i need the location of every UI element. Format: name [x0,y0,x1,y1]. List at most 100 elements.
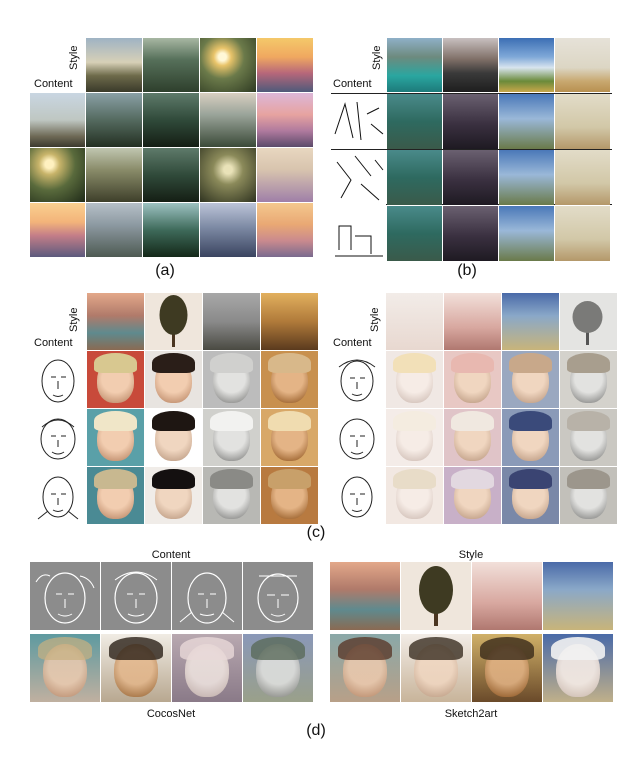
panel-d-sketch2art-result [472,634,542,702]
panel-c-result-image [87,409,144,466]
panel-c-style-image [502,293,559,350]
panel-b-result-image [443,94,498,149]
style-label-b: Style [371,45,383,70]
panel-c-left-style-row [87,293,318,350]
panel-a-result-image [143,148,199,202]
panel-a-result-image [86,203,142,257]
panel-a-result-image [200,203,256,257]
panel-d-content-row [30,562,313,630]
panel-a-content-image [30,203,85,257]
panel-a-result-image [257,148,313,202]
panel-c-result-image [502,467,559,524]
panel-b-style-image [499,38,554,92]
panel-d-cocosnet-result [243,634,313,702]
caption-a: (a) [155,262,175,279]
panel-c-right-result-grid [329,351,617,524]
panel-b-result-image [443,206,498,261]
panel-b-content-sketch [331,206,386,261]
panel-c-result-image [560,467,617,524]
panel-d-style-title: Style [458,549,484,561]
panel-b-result-image [499,150,554,205]
panel-c-result-image [145,351,202,408]
panel-b-style-image [555,38,610,92]
panel-b-result-image [387,206,442,261]
panel-d-cocosnet-result [172,634,242,702]
panel-c-style-image [560,293,617,350]
panel-c-result-image [87,351,144,408]
panel-c-result-image [203,409,260,466]
panel-a-content-image [30,148,85,202]
panel-b-result-image [499,206,554,261]
panel-c-style-image [261,293,318,350]
panel-c-result-image [560,351,617,408]
panel-d-content-edge [101,562,171,630]
panel-c-result-image [386,409,443,466]
panel-c-style-image [145,293,202,350]
panel-a-result-image [200,148,256,202]
panel-c-result-image [386,467,443,524]
panel-b-result-image [555,206,610,261]
panel-c-result-image [203,351,260,408]
panel-a-style-image [86,38,142,92]
panel-b-result-image [555,150,610,205]
panel-d-cocosnet-row [30,634,313,702]
panel-d-method-right: Sketch2art [444,708,498,720]
panel-c-result-image [444,351,501,408]
panel-d-style-image [472,562,542,630]
panel-a-style-image [143,38,199,92]
panel-c-result-image [261,351,318,408]
caption-d: (d) [306,722,326,739]
panel-b-result-image [387,94,442,149]
panel-d-cocosnet-result [101,634,171,702]
panel-b-divider [331,149,612,150]
panel-c-result-image [444,409,501,466]
panel-a-style-image [200,38,256,92]
panel-c-content-sketch [30,351,86,408]
panel-d-sketch2art-result [401,634,471,702]
panel-c-result-image [502,409,559,466]
panel-d-style-image [543,562,613,630]
panel-b-result-image [499,94,554,149]
panel-a-result-image [200,93,256,147]
panel-d-method-left: CocosNet [146,708,196,720]
panel-a-result-image [86,93,142,147]
panel-b-style-image [387,38,442,92]
caption-c: (c) [306,524,326,541]
style-label-a: Style [68,45,80,70]
panel-b-content-sketch [331,94,386,149]
panel-b-result-image [387,150,442,205]
panel-d-content-edge [172,562,242,630]
panel-c-style-image [386,293,443,350]
panel-a-result-image [257,203,313,257]
panel-b-result-grid [331,94,610,261]
panel-b-content-sketch [331,150,386,205]
content-label-c-right: Content [333,337,372,349]
panel-c-content-sketch [30,409,86,466]
panel-c-result-image [145,409,202,466]
panel-d-sketch2art-result [543,634,613,702]
panel-d-style-image [401,562,471,630]
panel-a-style-image [257,38,313,92]
panel-a-result-image [257,93,313,147]
content-label-a: Content [34,78,73,90]
panel-c-result-image [502,351,559,408]
panel-c-result-image [560,409,617,466]
panel-c-content-sketch [329,467,385,524]
panel-c-style-image [203,293,260,350]
style-label-c-left: Style [68,307,80,332]
content-label-c-left: Content [34,337,73,349]
panel-d-style-row [330,562,613,630]
panel-c-style-image [87,293,144,350]
panel-c-result-image [261,409,318,466]
panel-c-result-image [386,351,443,408]
panel-d-sketch2art-row [330,634,613,702]
panel-c-style-image [444,293,501,350]
panel-d-content-edge [243,562,313,630]
panel-c-content-sketch [30,467,86,524]
panel-a-grid [86,38,313,202]
panel-b-divider [331,93,612,94]
content-label-b: Content [333,78,372,90]
panel-a-result-image [143,93,199,147]
panel-b-style-row [387,38,610,92]
panel-c-right-style-row [386,293,617,350]
